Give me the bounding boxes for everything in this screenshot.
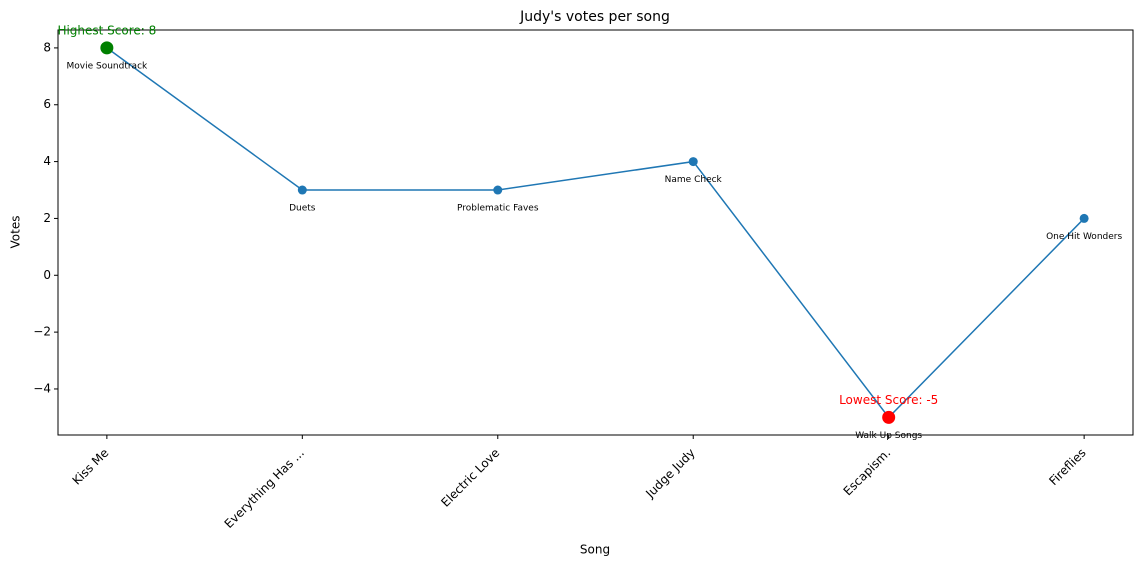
point-label: One Hit Wonders <box>1046 232 1122 242</box>
y-tick-label: 2 <box>43 211 51 225</box>
y-tick-label: 4 <box>43 154 51 168</box>
marker <box>688 157 698 167</box>
y-tick-label: 8 <box>43 40 51 54</box>
marker <box>882 410 896 424</box>
marker <box>493 185 503 195</box>
x-tick-label: Judge Judy <box>642 446 697 501</box>
point-label: Walk Up Songs <box>855 431 922 441</box>
y-axis-label: Votes <box>9 216 23 249</box>
x-tick-label: Fireflies <box>1046 446 1088 488</box>
line <box>106 47 1085 419</box>
point-label: Problematic Faves <box>457 204 539 214</box>
marker <box>297 185 307 195</box>
plot-frame <box>57 29 1134 436</box>
x-tick-label: Kiss Me <box>70 446 112 488</box>
point-label: Duets <box>289 204 316 214</box>
y-tick-label: 0 <box>43 268 51 282</box>
x-tick-label: Everything Has ... <box>222 446 307 531</box>
min-annotation: Lowest Score: -5 <box>839 393 938 407</box>
x-axis-label: Song <box>580 543 610 557</box>
y-tick-label: −2 <box>33 325 51 339</box>
marker <box>100 41 114 55</box>
marker <box>1079 213 1089 223</box>
y-tick-label: 6 <box>43 97 51 111</box>
chart-title: Judy's votes per song <box>519 9 670 25</box>
y-tick-label: −4 <box>33 381 51 395</box>
x-tick-label: Electric Love <box>438 446 502 510</box>
point-label: Movie Soundtrack <box>66 61 148 71</box>
x-tick-label: Escapism. <box>841 446 894 499</box>
point-label: Name Check <box>665 175 723 185</box>
max-annotation: Highest Score: 8 <box>57 23 156 37</box>
